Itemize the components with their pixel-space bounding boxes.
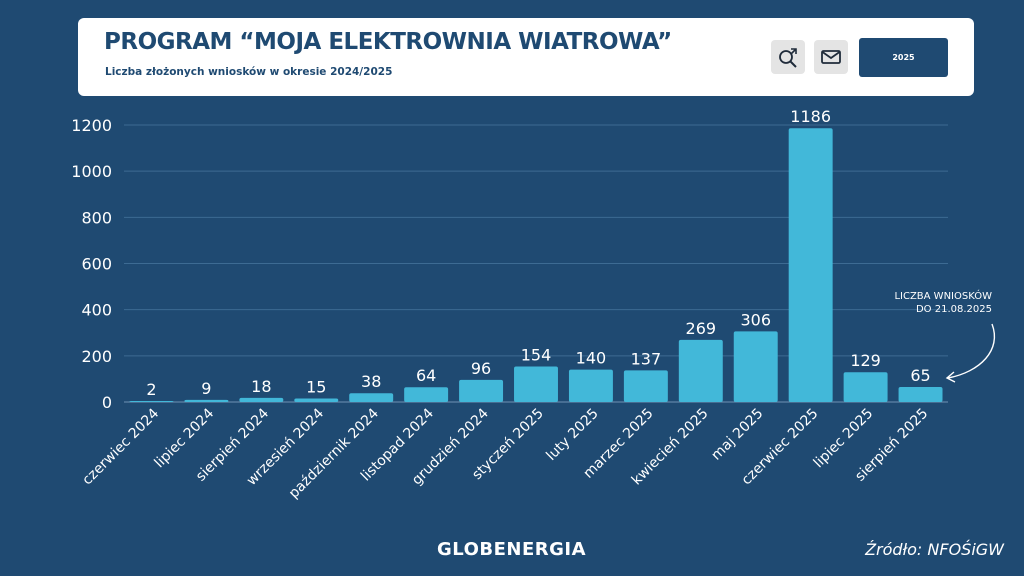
search-zoom-icon <box>779 48 797 68</box>
bar <box>678 339 723 402</box>
bar <box>843 372 888 402</box>
bar <box>788 128 833 402</box>
bar <box>129 401 174 402</box>
annotation: LICZBA WNIOSKÓW DO 21.08.2025 <box>872 290 992 316</box>
y-tick-label: 800 <box>81 208 112 227</box>
bar <box>294 398 339 402</box>
data-label: 269 <box>686 319 717 338</box>
source-note: Źródło: NFOŚiGW <box>865 540 1004 559</box>
data-label: 9 <box>201 379 211 398</box>
data-label: 1186 <box>790 107 831 126</box>
bar <box>404 387 449 402</box>
globenergia-logo: GLOBENERGIA <box>437 539 587 560</box>
y-tick-label: 0 <box>102 393 112 412</box>
bar <box>184 399 229 402</box>
data-label: 2 <box>146 380 156 399</box>
header-card: PROGRAM “MOJA ELEKTROWNIA WIATROWA” Licz… <box>78 18 974 96</box>
bar <box>623 370 668 402</box>
bar-chart: 2 9 18 15 38 64 96 154 140 137 269 306 1186 129 65 0 20… <box>71 107 948 502</box>
x-tick-label: luty 2025 <box>543 406 601 464</box>
search-zoom-button[interactable] <box>771 40 805 74</box>
annotation-arrow-icon <box>945 323 996 383</box>
data-label: 15 <box>306 378 326 397</box>
data-label: 18 <box>251 377 271 396</box>
annotation-line-2: DO 21.08.2025 <box>915 304 992 315</box>
data-label: 64 <box>416 366 436 385</box>
y-tick-label: 400 <box>81 301 112 320</box>
annotation-line-1: LICZBA WNIOSKÓW <box>894 291 992 302</box>
mail-icon <box>821 50 841 64</box>
data-label: 38 <box>361 372 381 391</box>
x-tick-label: maj 2025 <box>708 406 766 464</box>
data-label: 65 <box>910 366 930 385</box>
data-label: 96 <box>471 359 491 378</box>
y-tick-label: 200 <box>81 347 112 366</box>
bar <box>733 331 778 402</box>
data-label: 137 <box>631 349 662 368</box>
bar <box>898 386 943 402</box>
y-tick-label: 1200 <box>71 116 112 135</box>
y-tick-label: 600 <box>81 255 112 274</box>
page-title: PROGRAM “MOJA ELEKTROWNIA WIATROWA” <box>104 29 672 55</box>
x-tick-label: czerwiec 2024 <box>79 405 162 488</box>
data-label: 129 <box>850 351 881 370</box>
bar <box>239 397 284 402</box>
year-button[interactable]: 2025 <box>859 38 948 77</box>
y-tick-label: 1000 <box>71 162 112 181</box>
data-label: 154 <box>521 345 552 364</box>
data-label: 140 <box>576 349 607 368</box>
bar <box>459 379 504 402</box>
bar <box>514 366 558 402</box>
bar <box>568 369 613 402</box>
page-subtitle: Liczba złożonych wniosków w okresie 2024… <box>105 66 393 78</box>
bar <box>349 393 394 402</box>
mail-button[interactable] <box>814 40 848 74</box>
data-label: 306 <box>740 310 771 329</box>
